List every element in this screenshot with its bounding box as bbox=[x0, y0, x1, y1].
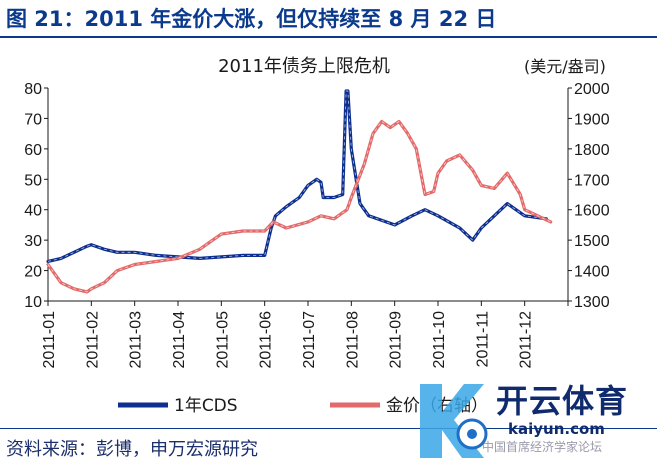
source-divider bbox=[0, 428, 657, 429]
x-tick-label: 2011-06 bbox=[258, 311, 275, 369]
left-tick-label: 50 bbox=[24, 172, 42, 189]
left-tick-label: 20 bbox=[24, 264, 42, 281]
title-divider bbox=[0, 36, 657, 38]
x-tick-label: 2011-11 bbox=[474, 311, 491, 367]
legend-cds-label: 1年CDS bbox=[174, 396, 238, 416]
right-tick-label: 1500 bbox=[574, 233, 610, 250]
x-tick-label: 2011-09 bbox=[388, 311, 405, 369]
right-tick-label: 1700 bbox=[574, 172, 610, 189]
watermark-caption: 中国首席经济学家论坛 bbox=[482, 440, 603, 454]
watermark: 开云体育 kaiyun.com 中国首席经济学家论坛 bbox=[412, 372, 647, 464]
x-tick-label: 2011-12 bbox=[518, 311, 535, 369]
left-tick-label: 60 bbox=[24, 142, 42, 159]
x-tick-label: 2011-05 bbox=[214, 311, 231, 369]
right-tick-label: 1600 bbox=[574, 203, 610, 220]
cds-series-highlight bbox=[47, 90, 547, 262]
watermark-brand: 开云体育 bbox=[496, 382, 629, 420]
figure-title: 图 21：2011 年金价大涨，但仅持续至 8 月 22 日 bbox=[6, 7, 497, 31]
left-tick-label: 70 bbox=[24, 111, 42, 128]
gold-series-highlight bbox=[47, 120, 551, 293]
right-tick-label: 2000 bbox=[574, 81, 610, 98]
x-tick-label: 2011-08 bbox=[344, 311, 361, 369]
left-tick-label: 80 bbox=[24, 81, 42, 98]
source-note: 资料来源：彭博，申万宏源研究 bbox=[6, 439, 258, 460]
left-tick-label: 30 bbox=[24, 233, 42, 250]
right-tick-label: 1300 bbox=[574, 294, 610, 311]
x-tick-label: 2011-07 bbox=[301, 311, 318, 369]
cds-series-line bbox=[46, 89, 548, 263]
gold-series-line bbox=[46, 119, 553, 294]
watermark-url: kaiyun.com bbox=[508, 420, 605, 438]
right-tick-label: 1800 bbox=[574, 142, 610, 159]
left-tick-label: 40 bbox=[24, 203, 42, 220]
left-tick-label: 10 bbox=[24, 294, 42, 311]
chart-canvas: 10 20 30 40 50 60 70 80 1300 1400 1500 1600 1700 180… bbox=[24, 56, 610, 416]
right-tick-label: 1900 bbox=[574, 111, 610, 128]
right-axis-unit-label: (美元/盎司) bbox=[524, 57, 606, 76]
x-tick-label: 2011-10 bbox=[431, 311, 448, 369]
x-tick-label: 2011-01 bbox=[41, 311, 58, 369]
right-tick-label: 1400 bbox=[574, 264, 610, 281]
x-tick-label: 2011-02 bbox=[84, 311, 101, 369]
x-tick-label: 2011-04 bbox=[171, 311, 188, 369]
x-tick-label: 2011-03 bbox=[128, 311, 145, 369]
brand-logo-icon bbox=[420, 384, 488, 458]
chart-title: 2011年债务上限危机 bbox=[218, 56, 390, 77]
